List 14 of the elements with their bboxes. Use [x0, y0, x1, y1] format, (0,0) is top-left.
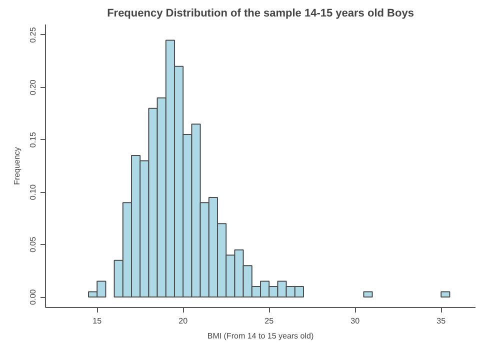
- x-axis-title: BMI (From 14 to 15 years old): [207, 332, 314, 340]
- y-tick-label: 0.15: [28, 131, 38, 148]
- y-axis-title: Frequency: [12, 147, 22, 185]
- x-tick-label: 30: [350, 316, 360, 326]
- x-tick-label: 15: [92, 316, 102, 326]
- y-tick-label: 0.00: [28, 288, 38, 305]
- y-tick-label: 0.25: [28, 26, 38, 43]
- chart-title: Frequency Distribution of the sample 14-15 years old Boys: [107, 8, 414, 20]
- x-tick-label: 25: [264, 316, 274, 326]
- y-tick-label: 0.05: [28, 236, 38, 252]
- y-tick-label: 0.10: [28, 184, 38, 200]
- x-tick-label: 35: [436, 316, 446, 326]
- y-tick-label: 0.20: [28, 79, 38, 96]
- x-tick-label: 20: [178, 316, 188, 326]
